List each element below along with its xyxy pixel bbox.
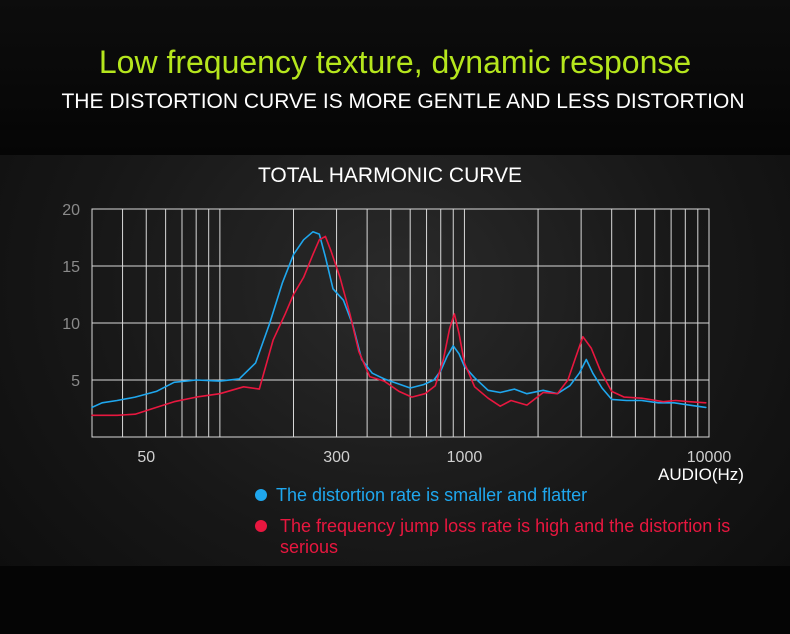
legend-label-blue: The distortion rate is smaller and flatt… — [276, 485, 588, 505]
chart-title: TOTAL HARMONIC CURVE — [257, 164, 523, 187]
subheadline: THE DISTORTION CURVE IS MORE GENTLE AND … — [61, 90, 745, 113]
y-tick-label: 5 — [71, 373, 80, 390]
footer-band — [0, 566, 790, 634]
y-tick-label: 10 — [62, 316, 80, 333]
legend-swatch-blue — [255, 489, 267, 501]
header-band — [0, 0, 790, 155]
legend-label-red: The frequency jump loss rate is high and… — [280, 516, 731, 557]
legend-swatch-red — [255, 520, 267, 532]
y-tick-label: 20 — [62, 202, 80, 219]
x-tick-label: 1000 — [447, 449, 483, 466]
x-tick-label: 300 — [323, 449, 350, 466]
x-tick-label: 50 — [137, 449, 155, 466]
series-line-blue — [91, 231, 707, 409]
x-axis-unit-label: AUDIO(Hz) — [658, 465, 744, 484]
series-line-red — [91, 235, 707, 417]
x-tick-label: 10000 — [687, 449, 732, 466]
headline: Low frequency texture, dynamic response — [98, 44, 692, 80]
y-tick-label: 15 — [62, 259, 80, 276]
